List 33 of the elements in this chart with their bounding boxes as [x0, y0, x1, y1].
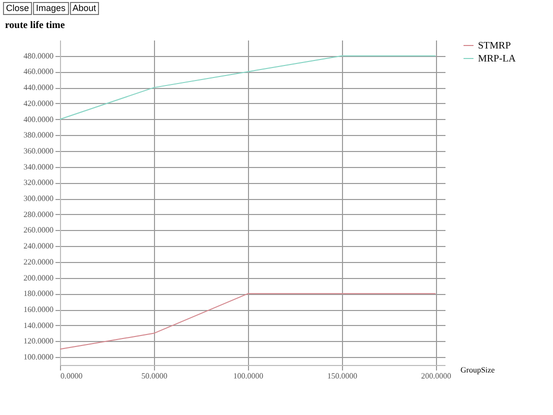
- x-tick-label: 0.0000: [60, 372, 82, 380]
- button: Images: [33, 2, 69, 15]
- y-tick-label: 260.0000: [24, 226, 54, 235]
- y-tick-label: 200.0000: [24, 273, 54, 282]
- y-tick-label: 180.0000: [24, 289, 54, 298]
- y-tick-label: 420.0000: [24, 98, 54, 108]
- y-tick-label: 380.0000: [24, 130, 54, 140]
- y-tick-label: 340.0000: [24, 162, 54, 172]
- y-tick-label: 280.0000: [24, 210, 54, 219]
- y-tick-label: 120.0000: [24, 336, 54, 346]
- chart-title: route life time: [5, 20, 66, 31]
- x-tick-label: 50.0000: [141, 372, 168, 380]
- button: Close: [3, 2, 32, 15]
- y-tick-label: 300.0000: [24, 194, 54, 204]
- y-tick-label: 360.0000: [24, 146, 54, 156]
- y-tick-label: 400.0000: [24, 114, 54, 124]
- x-axis-title: GroupSize: [460, 366, 496, 374]
- y-tick-label: 320.0000: [24, 178, 54, 188]
- y-tick-label: 460.0000: [24, 67, 54, 76]
- legend-label: STMRP: [478, 40, 512, 52]
- y-tick-label: 160.0000: [24, 305, 54, 314]
- button: About: [70, 2, 100, 15]
- y-tick-label: 480.0000: [24, 51, 54, 60]
- y-tick-label: 220.0000: [24, 257, 54, 266]
- x-tick-label: 200.0000: [421, 372, 452, 380]
- y-tick-label: 440.0000: [24, 83, 54, 92]
- legend-label: MRP-LA: [478, 54, 517, 64]
- line-series: [60, 55, 436, 120]
- y-tick-label: 140.0000: [24, 320, 54, 330]
- y-tick-label: 240.0000: [24, 242, 54, 251]
- y-tick-label: 100.0000: [24, 352, 54, 362]
- x-tick-label: 100.0000: [233, 372, 264, 380]
- x-tick-label: 150.0000: [327, 372, 358, 380]
